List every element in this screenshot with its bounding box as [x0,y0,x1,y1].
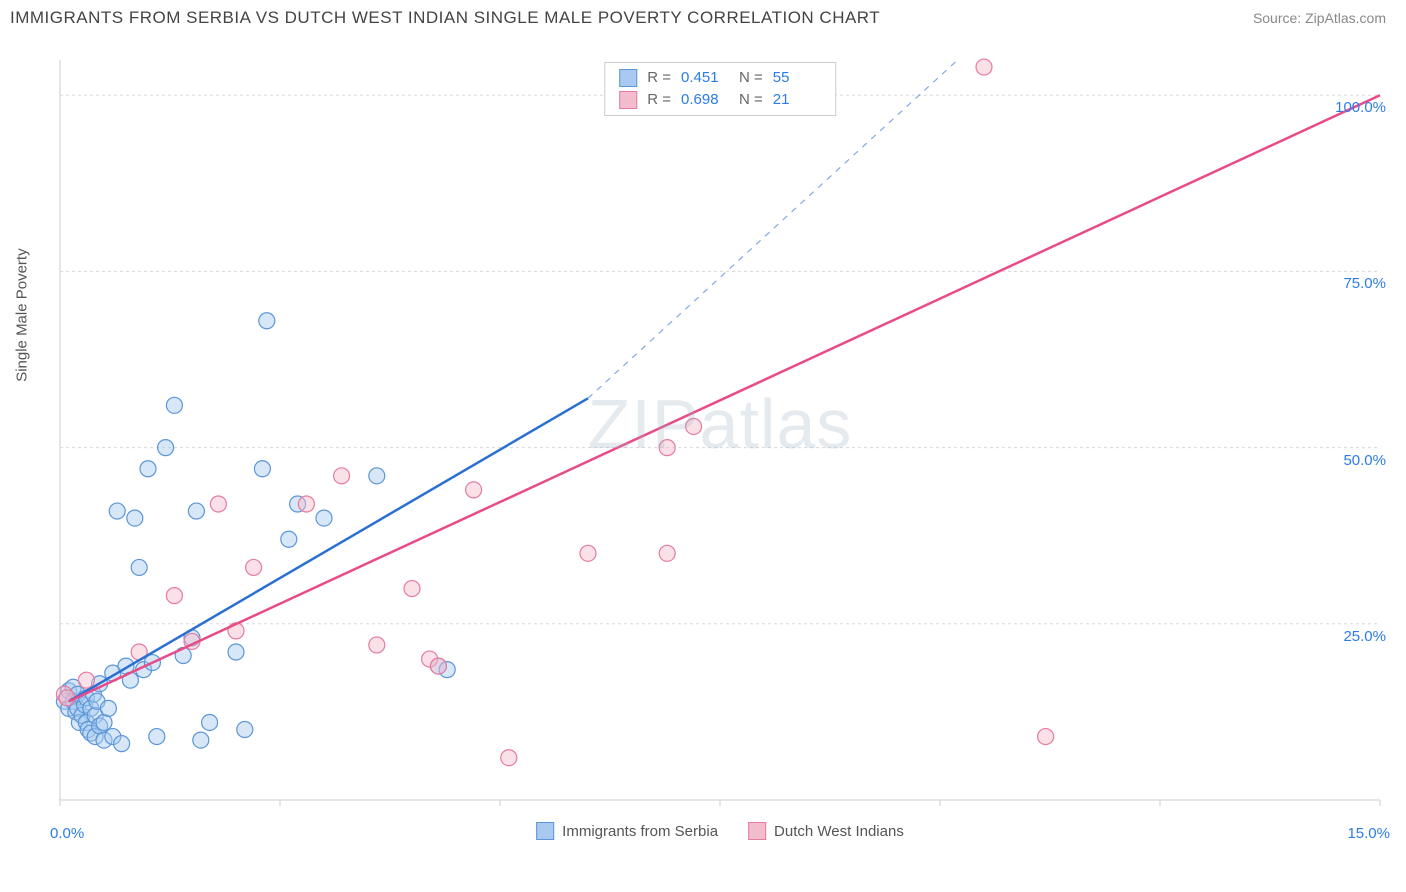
legend-row: R = 0.451 N = 55 [619,67,821,89]
y-tick-label: 100.0% [1335,99,1386,116]
x-tick-label: 0.0% [50,825,84,842]
scatter-plot [50,40,1390,840]
n-label: N = [739,67,763,89]
swatch-icon [619,91,637,109]
legend-item: Immigrants from Serbia [536,822,718,840]
r-value: 0.451 [681,67,729,89]
r-label: R = [647,67,671,89]
y-tick-label: 25.0% [1343,628,1386,645]
legend-label: Immigrants from Serbia [562,823,718,840]
correlation-legend: R = 0.451 N = 55 R = 0.698 N = 21 [604,62,836,116]
legend-label: Dutch West Indians [774,823,904,840]
r-label: R = [647,89,671,111]
y-tick-label: 75.0% [1343,275,1386,292]
n-label: N = [739,89,763,111]
y-tick-label: 50.0% [1343,452,1386,469]
swatch-icon [536,822,554,840]
swatch-icon [748,822,766,840]
n-value: 21 [773,89,821,111]
n-value: 55 [773,67,821,89]
y-axis-label: Single Male Poverty [14,248,31,381]
legend-row: R = 0.698 N = 21 [619,89,821,111]
source-label: Source: ZipAtlas.com [1253,10,1386,26]
series-legend: Immigrants from Serbia Dutch West Indian… [536,822,904,840]
x-tick-label: 15.0% [1347,825,1390,842]
r-value: 0.698 [681,89,729,111]
chart-area: Single Male Poverty ZIPatlas R = 0.451 N… [50,40,1390,840]
chart-title: IMMIGRANTS FROM SERBIA VS DUTCH WEST IND… [10,8,880,28]
legend-item: Dutch West Indians [748,822,904,840]
title-bar: IMMIGRANTS FROM SERBIA VS DUTCH WEST IND… [0,0,1406,32]
swatch-icon [619,69,637,87]
